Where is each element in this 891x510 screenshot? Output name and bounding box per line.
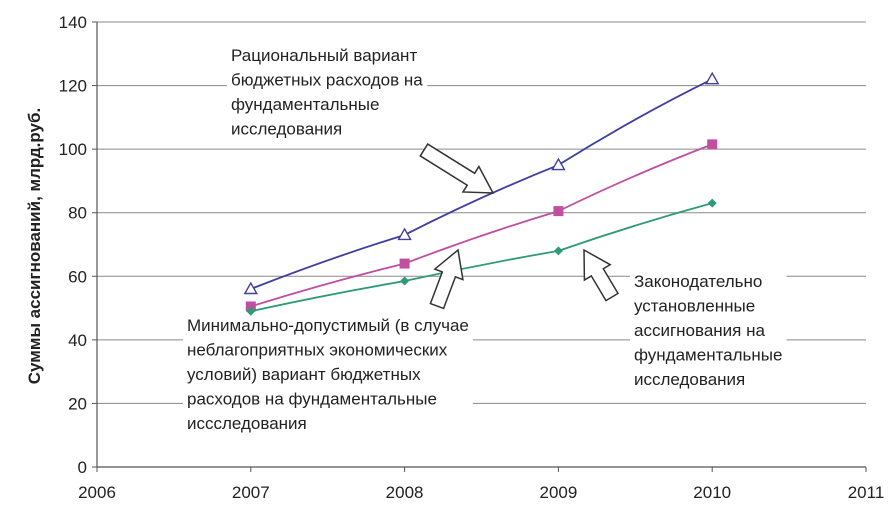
annotation-backdrop — [630, 270, 787, 391]
annotation-line: иссследования — [187, 414, 307, 433]
axes: 0 20 40 60 80 100 120 140 2006 2007 2008 2009 2010 20… — [59, 13, 885, 502]
y-tick-label: 100 — [59, 140, 87, 159]
annotation-line: ассигнования на — [634, 321, 765, 340]
data-point-legislated — [553, 246, 563, 256]
x-tick-label: 2011 — [848, 483, 885, 502]
annotation-line: установленные — [634, 297, 755, 316]
y-tick-label: 140 — [59, 13, 87, 32]
data-point-rational — [243, 281, 259, 295]
y-tick-label: 60 — [68, 267, 87, 286]
y-tick-label: 120 — [59, 77, 87, 96]
data-point-rational — [551, 157, 566, 171]
data-point-minimal — [399, 258, 410, 269]
annotation-line: условий) вариант бюджетных — [187, 365, 421, 384]
x-tick-label: 2006 — [78, 483, 116, 502]
data-point-minimal — [553, 206, 564, 217]
annotation-rational: Рациональный вариант бюджетных расходов н… — [227, 44, 428, 141]
arrow-minimal — [429, 248, 464, 310]
annotation-line: Рациональный вариант — [231, 46, 417, 65]
data-point-legislated — [707, 198, 717, 208]
annotation-line: расходов на фундаментальные — [187, 390, 437, 409]
data-point-legislated — [246, 306, 256, 316]
annotation-minimal: Минимально-допустимый (в случае неблагопр… — [183, 314, 473, 435]
annotation-line: фундаментальные — [634, 346, 782, 365]
x-tick-label: 2009 — [539, 483, 577, 502]
y-tick-label: 20 — [68, 394, 87, 413]
data-point-rational — [397, 227, 412, 241]
arrow-rational — [419, 143, 495, 194]
annotation-line: исследования — [634, 370, 745, 389]
annotation-line: исследования — [231, 120, 342, 139]
annotation-layer: Рациональный вариант бюджетных расходов н… — [183, 44, 787, 435]
annotation-line: Минимально-допустимый (в случае — [187, 316, 469, 335]
series-line-minimal — [250, 143, 713, 308]
arrow-legislated — [583, 248, 620, 302]
series-rational — [243, 71, 720, 295]
series-minimal — [245, 139, 718, 312]
y-tick-label: 0 — [78, 458, 87, 477]
series-layer — [243, 71, 720, 316]
data-point-rational — [704, 71, 720, 85]
data-point-minimal — [707, 139, 718, 150]
x-tick-label: 2008 — [386, 483, 424, 502]
y-tick-label: 40 — [68, 331, 87, 350]
arrow-layer — [419, 143, 620, 310]
annotation-legislated: Законодательно установленные ассигнования … — [630, 270, 787, 391]
y-axis-title: Суммы ассигнований, млрд.руб. — [25, 108, 44, 384]
data-point-legislated — [400, 276, 410, 286]
annotation-line: фундаментальные — [231, 95, 379, 114]
series-legislated — [246, 198, 717, 316]
series-line-rational — [250, 78, 713, 290]
annotation-line: бюджетных расходов на — [231, 71, 423, 90]
annotation-line: Законодательно — [634, 272, 762, 291]
y-tick-label: 80 — [68, 204, 87, 223]
series-line-legislated — [250, 202, 713, 313]
data-point-minimal — [245, 301, 256, 312]
x-tick-label: 2010 — [693, 483, 731, 502]
x-tick-label: 2007 — [232, 483, 270, 502]
annotation-backdrop — [227, 44, 428, 141]
annotation-backdrop — [183, 314, 473, 435]
annotation-line: неблагоприятных экономических — [187, 341, 448, 360]
